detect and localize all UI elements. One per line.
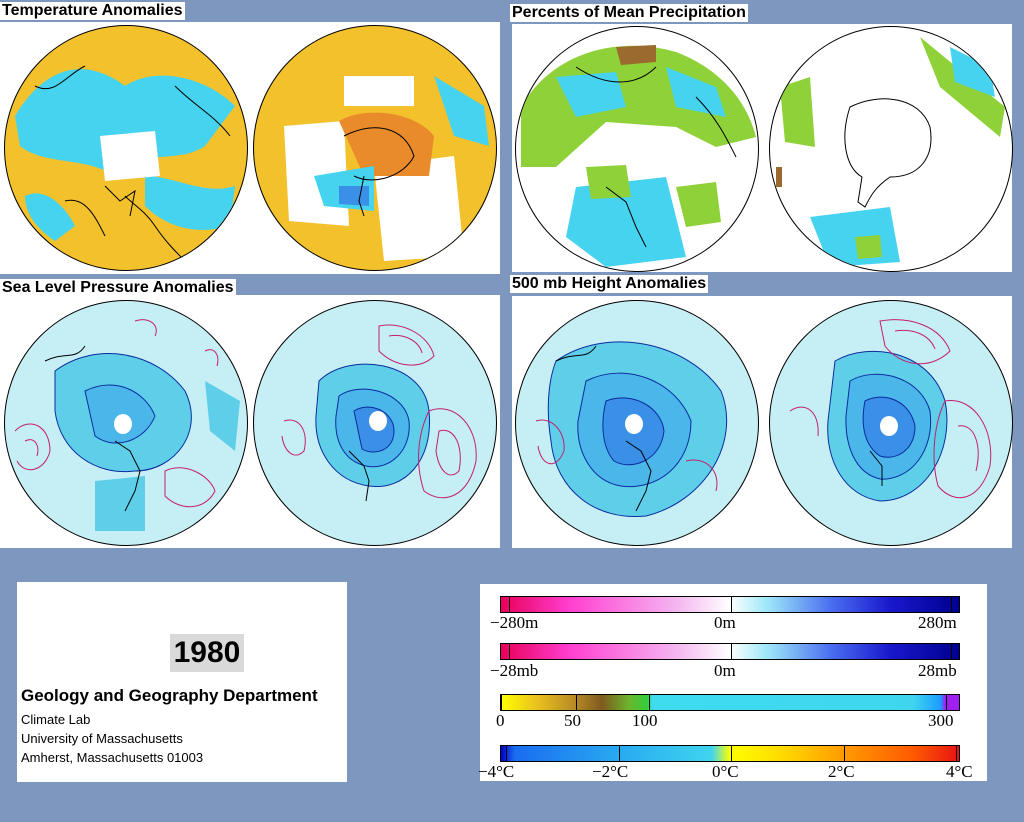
height-label-mid: 0m xyxy=(714,613,736,632)
info-line-address: Amherst, Massachusetts 01003 xyxy=(21,750,204,765)
precipitation-globe-south xyxy=(769,26,1013,272)
height-label-max: 280m xyxy=(918,613,957,632)
height-title: 500 mb Height Anomalies xyxy=(510,275,709,293)
temperature-colorbar xyxy=(500,745,960,762)
temp-label-minus2: −2°C xyxy=(592,762,629,781)
height-globe-south xyxy=(769,300,1013,546)
pressure-colorbar xyxy=(500,643,960,660)
temperature-globe-south xyxy=(253,25,497,271)
pressure-label-mid: 0m xyxy=(714,661,736,680)
precipitation-globe-north xyxy=(515,26,759,272)
pressure-label-max: 28mb xyxy=(918,661,957,680)
precip-label-50: 50 xyxy=(564,711,581,730)
temp-label-zero: 0°C xyxy=(712,762,739,781)
temperature-globe-north xyxy=(4,25,248,271)
slp-title: Sea Level Pressure Anomalies xyxy=(0,279,236,297)
temp-label-minus4: −4°C xyxy=(478,762,515,781)
department-name: Geology and Geography Department xyxy=(21,686,318,705)
year-label: 1980 xyxy=(170,634,244,672)
temperature-title: Temperature Anomalies xyxy=(0,2,185,20)
temp-label-plus4: 4°C xyxy=(946,762,973,781)
height-label-min: −280m xyxy=(490,613,539,632)
pressure-label-min: −28mb xyxy=(490,661,539,680)
info-box xyxy=(17,582,347,782)
slp-globe-north xyxy=(4,300,248,546)
precip-label-300: 300 xyxy=(928,711,954,730)
precip-label-0: 0 xyxy=(496,711,505,730)
info-line-university: University of Massachusetts xyxy=(21,731,183,746)
info-line-lab: Climate Lab xyxy=(21,712,91,727)
slp-globe-south xyxy=(253,300,497,546)
precip-label-100: 100 xyxy=(632,711,658,730)
height-colorbar xyxy=(500,596,960,613)
temp-label-plus2: 2°C xyxy=(828,762,855,781)
precipitation-colorbar xyxy=(500,694,960,711)
height-globe-north xyxy=(515,300,759,546)
precipitation-title: Percents of Mean Precipitation xyxy=(510,4,748,22)
